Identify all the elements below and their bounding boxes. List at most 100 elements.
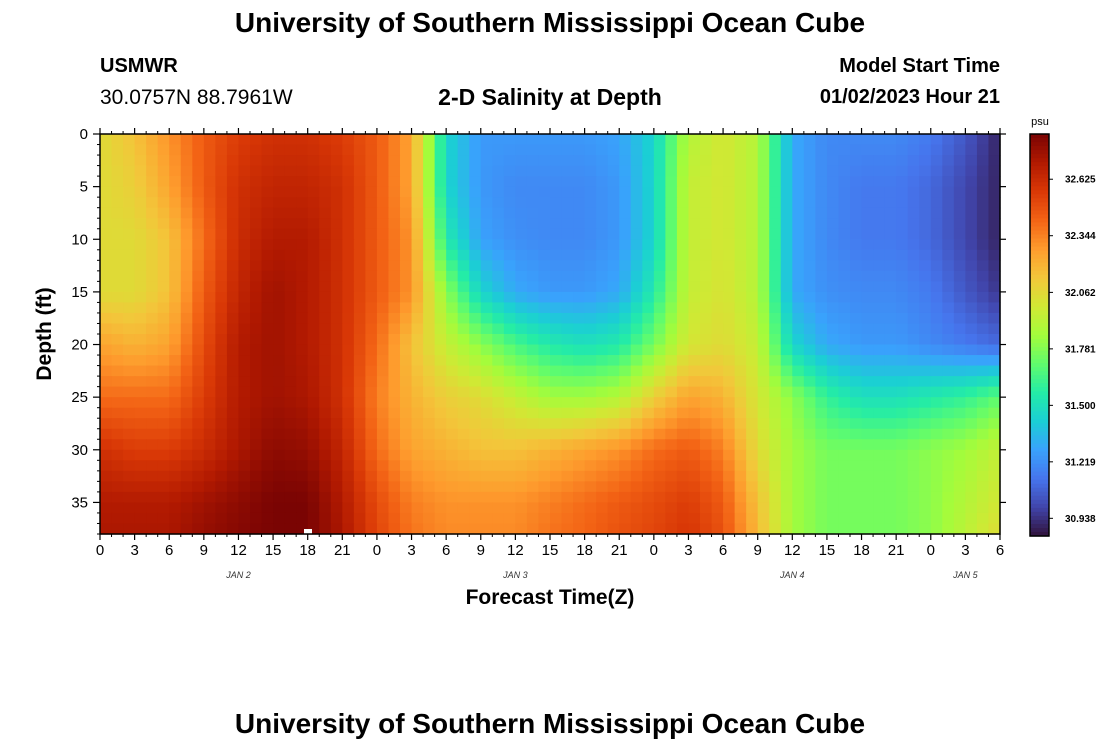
heatmap-cell (423, 281, 436, 293)
heatmap-cell (896, 428, 909, 440)
heatmap-cell (676, 260, 690, 272)
heatmap-cell (180, 376, 193, 388)
heatmap-cell (261, 502, 274, 514)
heatmap-cell (642, 165, 655, 177)
x-tick-label: 6 (165, 542, 173, 559)
heatmap-cell (434, 491, 447, 504)
heatmap-cell (469, 439, 482, 451)
colorbar-segment (1030, 306, 1049, 312)
heatmap-cell (330, 512, 343, 525)
heatmap-cell (965, 344, 978, 356)
heatmap-cell (100, 165, 113, 177)
heatmap-cell (411, 386, 424, 398)
heatmap-cell (619, 218, 632, 230)
heatmap-cell (630, 386, 643, 398)
heatmap-cell (365, 176, 378, 188)
heatmap-cell (457, 249, 470, 261)
heatmap-cell (838, 365, 851, 377)
heatmap-cell (630, 460, 643, 472)
heatmap-cell (780, 397, 793, 409)
heatmap-cell (353, 344, 366, 356)
heatmap-cell (873, 365, 886, 377)
heatmap-cell (550, 165, 563, 177)
heatmap-cell (700, 502, 713, 514)
heatmap-cell (723, 481, 736, 493)
heatmap-cell (134, 228, 147, 240)
heatmap-cell (826, 186, 840, 198)
heatmap-cell (734, 491, 747, 504)
heatmap-cell (515, 239, 528, 251)
heatmap-cell (203, 355, 216, 367)
heatmap-cell (619, 512, 632, 525)
heatmap-cell (884, 291, 897, 304)
heatmap-cell (480, 355, 493, 367)
heatmap-cell (134, 449, 147, 461)
heatmap-cell (619, 302, 632, 314)
heatmap-cell (676, 428, 690, 440)
heatmap-cell (203, 186, 216, 198)
heatmap-cell (630, 481, 643, 493)
heatmap-cell (180, 323, 193, 335)
heatmap-cell (930, 165, 943, 177)
heatmap-cell (688, 302, 701, 314)
heatmap-cell (757, 365, 770, 377)
heatmap-cell (503, 365, 516, 377)
heatmap-cell (169, 165, 182, 177)
heatmap-cell (757, 439, 770, 451)
heatmap-cell (573, 218, 586, 230)
heatmap-cell (700, 249, 713, 261)
heatmap-cell (896, 460, 909, 472)
heatmap-cell (676, 228, 690, 240)
heatmap-cell (780, 312, 793, 325)
heatmap-cell (700, 449, 713, 461)
heatmap-cell (734, 270, 747, 282)
heatmap-cell (273, 249, 286, 261)
heatmap-cell (976, 270, 990, 282)
heatmap-cell (284, 460, 297, 472)
heatmap-cell (296, 239, 309, 251)
heatmap-cell (803, 460, 816, 472)
heatmap-cell (388, 228, 401, 240)
heatmap-cell (803, 397, 816, 409)
heatmap-cell (596, 155, 609, 167)
heatmap-cell (711, 428, 724, 440)
heatmap-cell (861, 165, 874, 177)
heatmap-cell (515, 260, 528, 272)
heatmap-cell (342, 502, 355, 514)
heatmap-cell (803, 207, 816, 219)
heatmap-cell (907, 512, 920, 525)
heatmap-cell (792, 197, 805, 209)
heatmap-cell (723, 281, 736, 293)
colorbar-segment (1030, 379, 1049, 384)
heatmap-cell (873, 470, 886, 482)
heatmap-cell (688, 397, 701, 409)
heatmap-cell (111, 134, 124, 146)
heatmap-cell (146, 281, 159, 293)
heatmap-cell (307, 207, 320, 219)
heatmap-cell (734, 218, 747, 230)
heatmap-cell (503, 218, 516, 230)
heatmap-cell (734, 397, 747, 409)
colorbar-segment (1030, 471, 1049, 477)
heatmap-cell (365, 291, 378, 304)
heatmap-cell (423, 291, 436, 304)
heatmap-cell (596, 302, 609, 314)
heatmap-cell (146, 523, 159, 535)
heatmap-cell (884, 449, 897, 461)
heatmap-cell (850, 270, 863, 282)
heatmap-cell (711, 165, 724, 177)
heatmap-cell (665, 144, 678, 156)
colorbar-segment (1030, 515, 1049, 521)
heatmap-cell (203, 260, 216, 272)
heatmap-cell (826, 134, 840, 146)
heatmap-cell (515, 207, 528, 219)
heatmap-cell (376, 502, 390, 514)
heatmap-cell (400, 207, 413, 219)
heatmap-cell (503, 197, 516, 209)
heatmap-cell (850, 428, 863, 440)
heatmap-cell (480, 449, 493, 461)
heatmap-cell (342, 418, 355, 430)
heatmap-cell (619, 418, 632, 430)
heatmap-cell (988, 428, 1001, 440)
heatmap-cell (446, 470, 459, 482)
